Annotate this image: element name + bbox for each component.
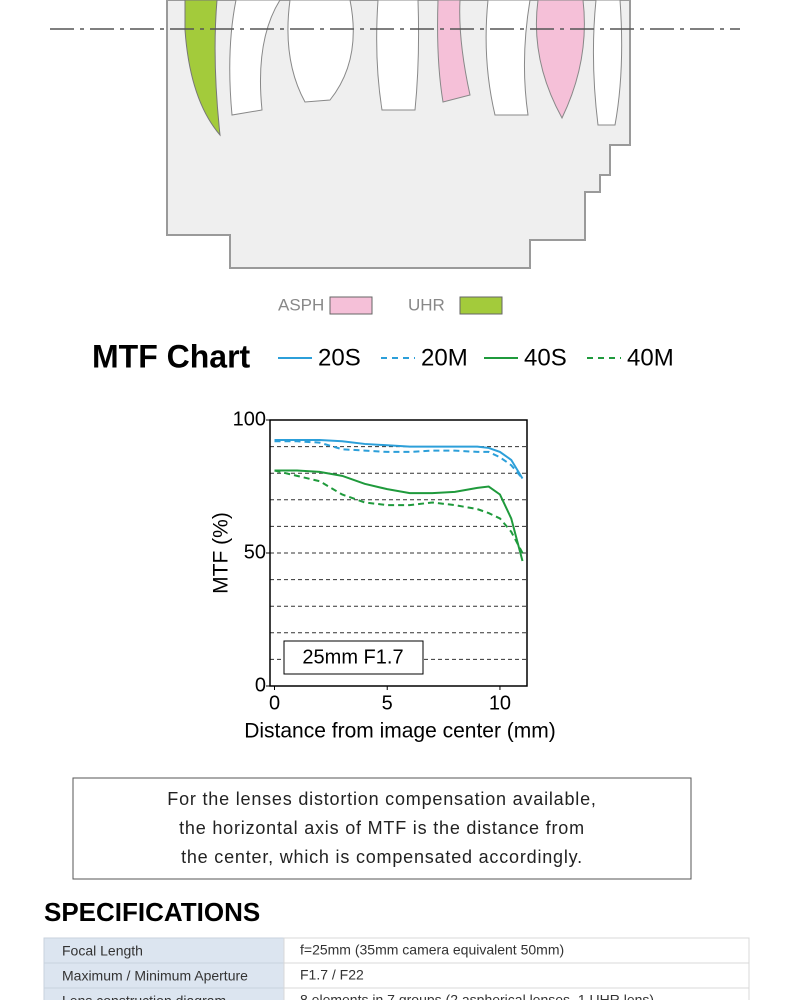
spec-label: Focal Length (62, 943, 143, 959)
lens-element (592, 0, 623, 126)
chart-title: MTF Chart (92, 338, 251, 374)
series-line (274, 440, 524, 480)
note-line: For the lenses distortion compensation a… (167, 789, 596, 809)
asph-element (437, 0, 471, 103)
series-line (274, 438, 524, 480)
spec-label-cell (43, 962, 285, 989)
legend-label: 20M (421, 344, 468, 371)
spec-label: Maximum / Minimum Aperture (62, 968, 248, 984)
lens-legend-swatch (329, 296, 373, 315)
series-line (274, 469, 524, 554)
x-tick-label: 10 (489, 692, 511, 714)
spec-value: 8 elements in 7 groups (2 aspherical len… (300, 992, 654, 1000)
lens-diagram (50, 0, 740, 269)
annotation-box (283, 640, 424, 675)
spec-value: F1.7 / F22 (300, 967, 364, 983)
plot: 0 50 100 0 5 10 25mm F1.7 (233, 408, 528, 714)
x-tick-label: 5 (382, 692, 393, 714)
lens-element (287, 0, 354, 103)
series-line (274, 469, 524, 562)
lens-legend-swatch (459, 296, 503, 315)
specs-table: Focal Length f=25mm (35mm camera equivale… (43, 937, 750, 1000)
annotation: 25mm F1.7 (302, 646, 403, 668)
lens-legend: ASPH UHR (278, 295, 503, 315)
y-tick-label: 100 (233, 408, 266, 430)
legend: 20S 20M 40S 40M (278, 344, 674, 371)
y-tick-label: 50 (244, 541, 266, 563)
x-axis-label: Distance from image center (mm) (244, 720, 556, 743)
spec-value-cell (283, 987, 750, 1000)
lens-legend-label: ASPH (278, 295, 324, 314)
lens-element (485, 0, 531, 116)
specs-title: SPECIFICATIONS (44, 897, 260, 927)
lens-element (376, 0, 420, 111)
note-box (72, 777, 692, 880)
legend-label: 20S (318, 344, 361, 371)
note: For the lenses distortion compensation a… (167, 789, 596, 867)
spec-label-cell (43, 987, 285, 1000)
note-line: the center, which is compensated accordi… (181, 847, 583, 867)
legend-label: 40M (627, 344, 674, 371)
legend-label: 40S (524, 344, 567, 371)
y-axis-label: MTF (%) (210, 512, 233, 594)
x-tick-label: 0 (269, 692, 280, 714)
spec-value-cell (283, 937, 750, 964)
lens-legend-label: UHR (408, 295, 445, 314)
spec-label: Lens construction diagram (62, 993, 226, 1000)
note-line: the horizontal axis of MTF is the distan… (179, 818, 585, 838)
spec-value-cell (283, 962, 750, 989)
y-tick-label: 0 (255, 674, 266, 696)
spec-value: f=25mm (35mm camera equivalent 50mm) (300, 942, 564, 958)
